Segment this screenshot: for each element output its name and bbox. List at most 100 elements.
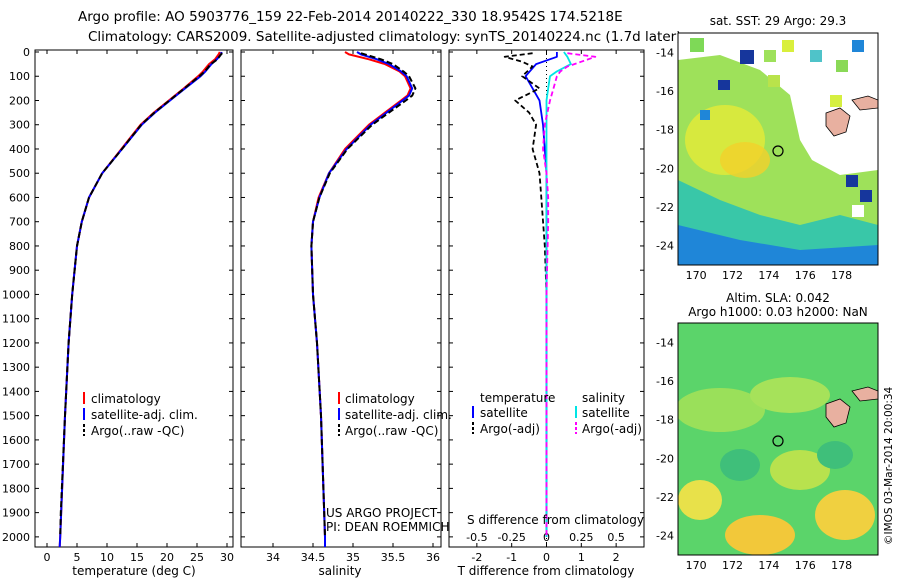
y-tick-label: 2000 — [2, 531, 30, 544]
x-tick-label: 0 — [543, 551, 550, 564]
map-y-tick-label: -22 — [656, 491, 674, 504]
sla-map — [678, 323, 878, 555]
header-line1: Argo profile: AO 5903776_159 22-Feb-2014… — [78, 9, 623, 25]
map-x-tick-label: 170 — [686, 269, 707, 282]
x-tick-label: 0 — [44, 551, 51, 564]
salinity-series-argo-raw-qc- — [310, 52, 417, 537]
y-tick-label: 1600 — [2, 434, 30, 447]
x-tick-label: 10 — [100, 551, 114, 564]
y-tick-label: 400 — [9, 143, 30, 156]
x-tick-label: 34 — [266, 551, 280, 564]
legend-t-satellite: satellite — [480, 406, 528, 420]
salinity-xlabel: salinity — [318, 564, 361, 578]
salinity-legend: climatology satellite-adj. clim. Argo(..… — [338, 392, 452, 438]
legend-argo: Argo(..raw -QC) — [345, 424, 438, 438]
difference-legend: temperature satellite Argo(-adj) salinit… — [472, 391, 642, 436]
sst-map — [678, 33, 878, 265]
y-tick-label: 800 — [9, 240, 30, 253]
map-y-tick-label: -14 — [656, 46, 674, 59]
x-tick-label: 5 — [74, 551, 81, 564]
x2-tick-label: 0.5 — [607, 531, 625, 544]
x2-tick-label: 0.25 — [569, 531, 594, 544]
x-tick-label: 36 — [426, 551, 440, 564]
map-y-tick-label: -20 — [656, 162, 674, 175]
project-annotation: US ARGO PROJECT — [326, 506, 438, 520]
sla-map-title: Altim. SLA: 0.042 — [726, 291, 830, 305]
x-tick-label: 2 — [613, 551, 620, 564]
map-x-tick-label: 174 — [758, 559, 779, 572]
x-tick-label: 34.5 — [301, 551, 326, 564]
map-x-tick-label: 178 — [831, 559, 852, 572]
map-y-tick-label: -16 — [656, 375, 674, 388]
y-tick-label: 1700 — [2, 458, 30, 471]
salinity-panel — [240, 49, 442, 548]
y-tick-label: 600 — [9, 191, 30, 204]
legend-climatology: climatology — [345, 392, 415, 406]
x-tick-label: 30 — [220, 551, 234, 564]
sst-map-title: sat. SST: 29 Argo: 29.3 — [710, 14, 847, 28]
y-tick-label: 1500 — [2, 410, 30, 423]
x-tick-label: 35 — [346, 551, 360, 564]
map-y-tick-label: -20 — [656, 452, 674, 465]
x-tick-label: 25 — [190, 551, 204, 564]
y-tick-label: 900 — [9, 264, 30, 277]
y-tick-label: 1000 — [2, 288, 30, 301]
map-y-tick-label: -22 — [656, 201, 674, 214]
map-y-tick-label: -14 — [656, 336, 674, 349]
y-tick-label: 500 — [9, 167, 30, 180]
y-tick-label: 100 — [9, 70, 30, 83]
x-tick-label: 20 — [160, 551, 174, 564]
x-tick-label: -2 — [471, 551, 482, 564]
map-y-tick-label: -18 — [656, 124, 674, 137]
legend-satellite: satellite-adj. clim. — [345, 408, 452, 422]
map-x-tick-label: 176 — [795, 559, 816, 572]
map-x-tick-label: 170 — [686, 559, 707, 572]
legend-salinity-title: salinity — [582, 391, 625, 405]
pi-annotation: PI: DEAN ROEMMICH — [326, 520, 449, 534]
imos-watermark: ©IMOS 03-Mar-2014 20:00:34 — [883, 386, 895, 545]
y-tick-label: 1800 — [2, 482, 30, 495]
legend-argo: Argo(..raw -QC) — [91, 424, 184, 438]
x-tick-label: 1 — [578, 551, 585, 564]
map-y-tick-label: -16 — [656, 85, 674, 98]
s-diff-label: S difference from climatology — [467, 513, 644, 527]
temperature-panel — [34, 49, 234, 548]
map-y-tick-label: -24 — [656, 240, 674, 253]
argo-location-marker — [772, 435, 784, 447]
legend-s-satellite: satellite — [582, 406, 630, 420]
map-x-tick-label: 172 — [722, 269, 743, 282]
y-tick-label: 0 — [23, 46, 30, 59]
header-line2: Climatology: CARS2009. Satellite-adjuste… — [88, 29, 681, 45]
y-tick-label: 200 — [9, 94, 30, 107]
difference-series-salinity-argo-adj- — [542, 52, 597, 537]
y-tick-label: 1100 — [2, 313, 30, 326]
legend-s-argo: Argo(-adj) — [582, 422, 642, 436]
legend-temperature-title: temperature — [480, 391, 555, 405]
y-tick-label: 700 — [9, 216, 30, 229]
map-x-tick-label: 174 — [758, 269, 779, 282]
y-tick-label: 300 — [9, 119, 30, 132]
y-tick-label: 1200 — [2, 337, 30, 350]
y-tick-label: 1900 — [2, 507, 30, 520]
legend-satellite: satellite-adj. clim. — [91, 408, 198, 422]
y-tick-label: 1400 — [2, 385, 30, 398]
sla-map-frame — [677, 322, 879, 556]
x-tick-label: -1 — [506, 551, 517, 564]
x-tick-label: 15 — [130, 551, 144, 564]
difference-xlabel: T difference from climatology — [457, 564, 635, 578]
map-x-tick-label: 172 — [722, 559, 743, 572]
x2-tick-label: -0.5 — [466, 531, 487, 544]
map-y-tick-label: -24 — [656, 530, 674, 543]
x-tick-label: 35.5 — [381, 551, 406, 564]
legend-t-argo: Argo(-adj) — [480, 422, 540, 436]
map-x-tick-label: 178 — [831, 269, 852, 282]
x2-tick-label: -0.25 — [497, 531, 525, 544]
map-y-tick-label: -18 — [656, 414, 674, 427]
y-tick-label: 1300 — [2, 361, 30, 374]
legend-climatology: climatology — [91, 392, 161, 406]
sst-map-frame — [677, 32, 879, 266]
argo-location-marker — [772, 145, 784, 157]
temperature-series-argo-raw-qc- — [59, 52, 223, 537]
x2-tick-label: 0 — [543, 531, 550, 544]
